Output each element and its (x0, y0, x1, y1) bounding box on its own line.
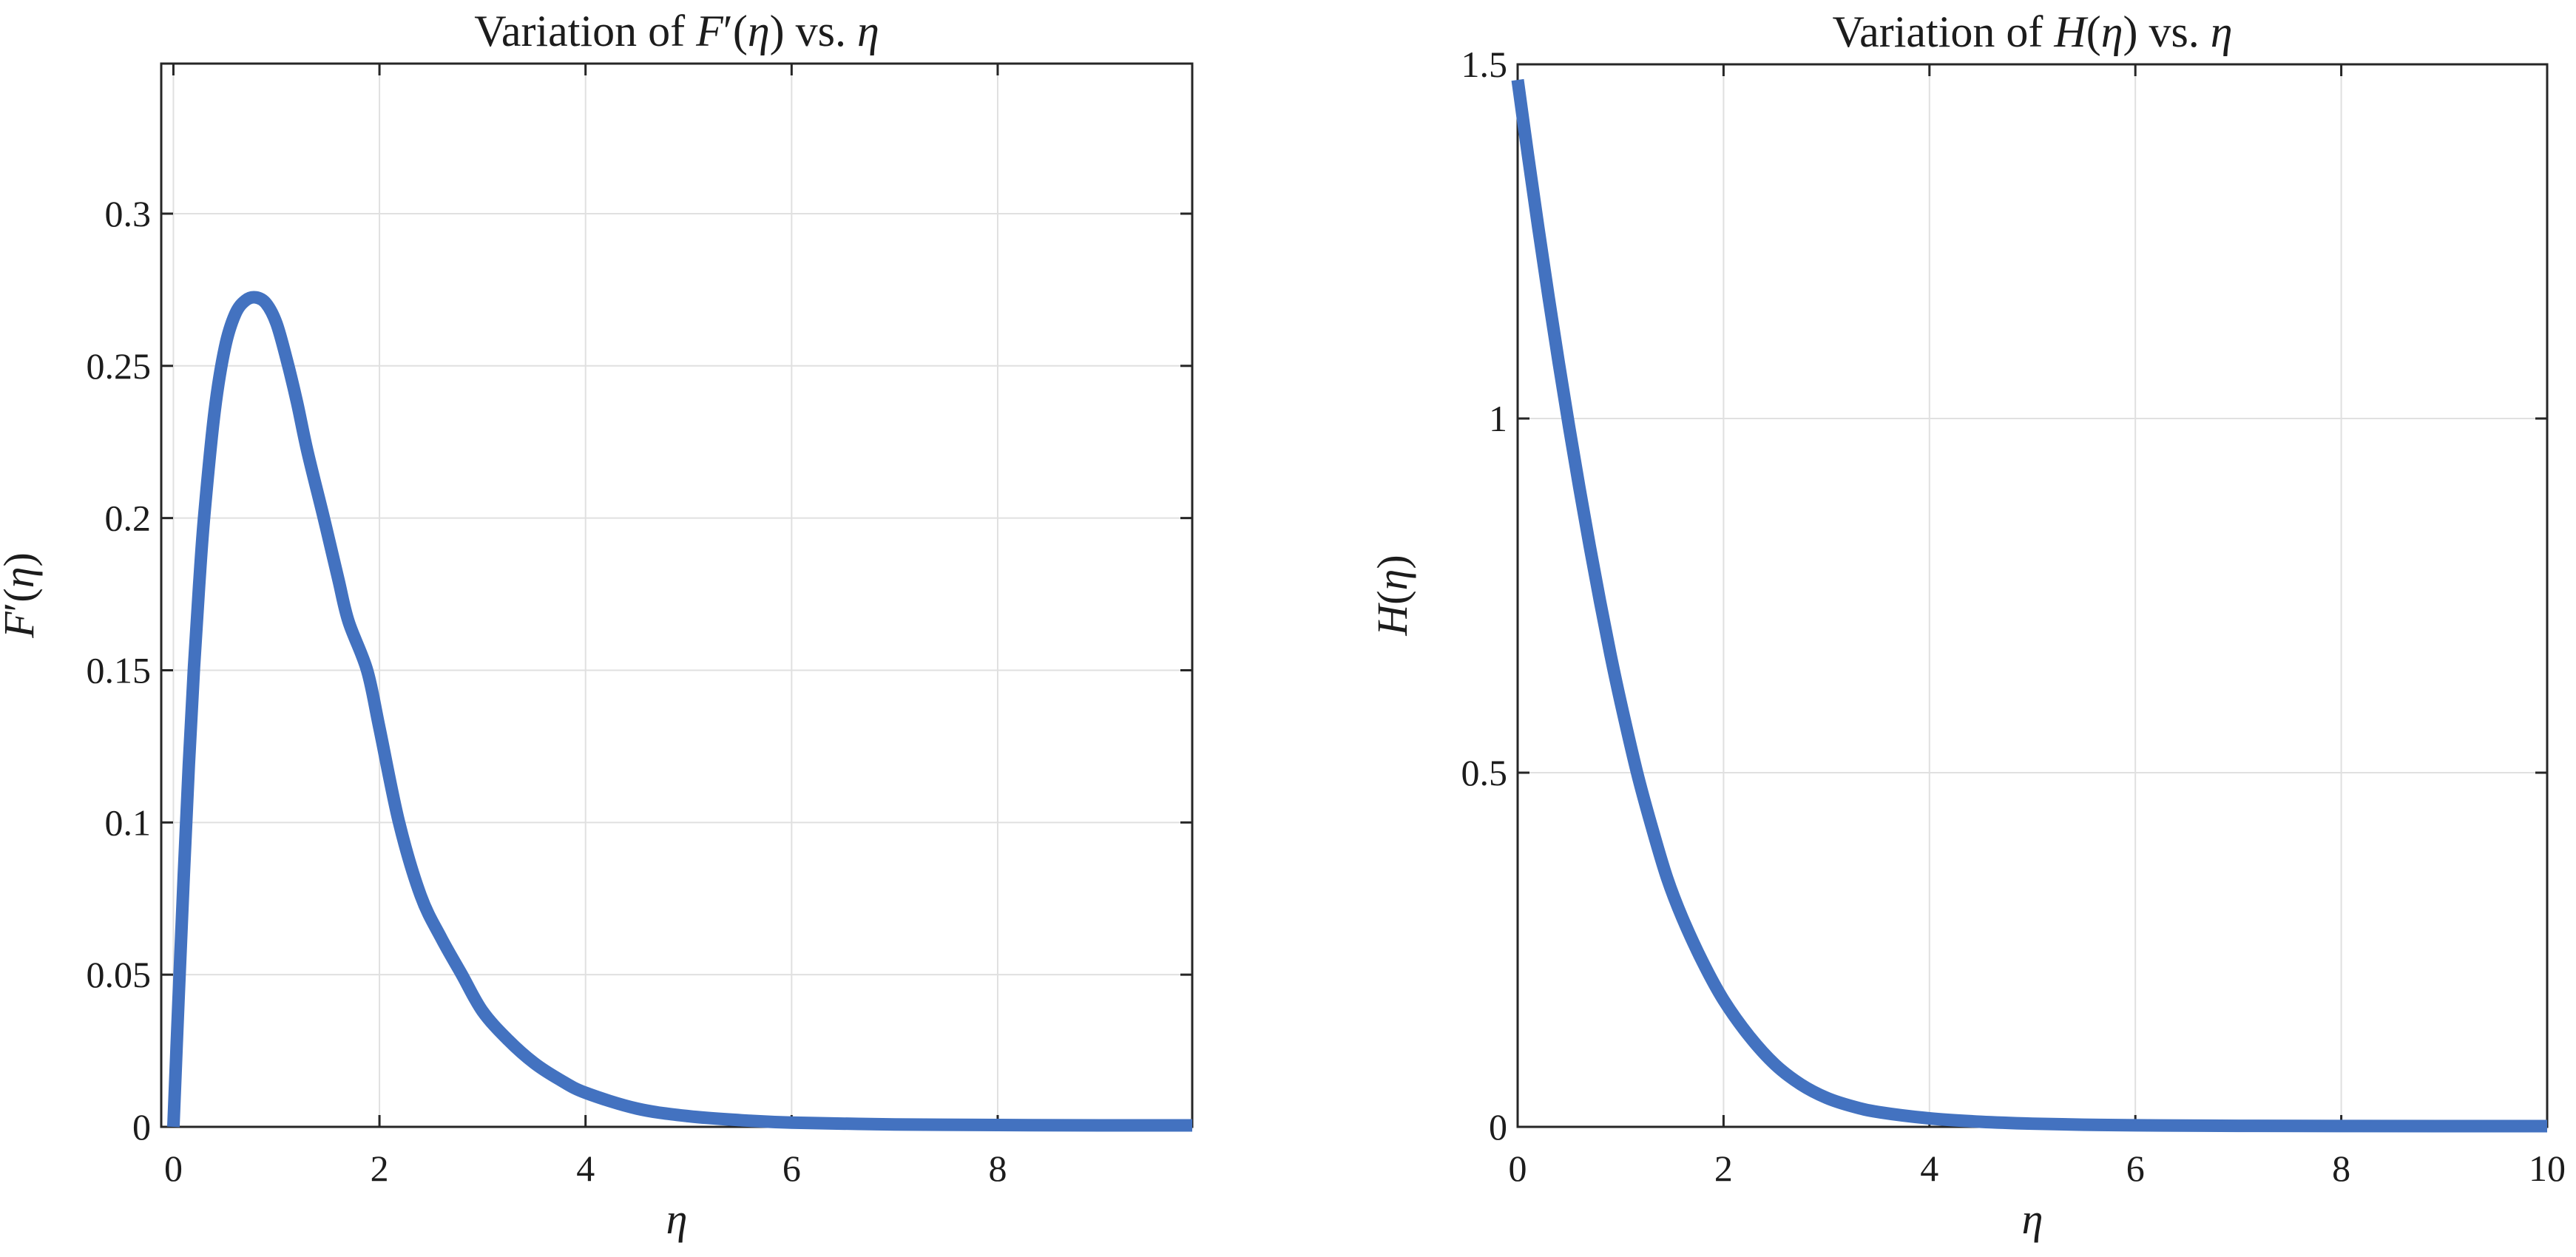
x-tick-label: 4 (576, 1148, 595, 1189)
y-tick-label: 1.5 (1461, 44, 1508, 85)
y-tick-labels: 0 0.5 1 1.5 (1461, 44, 1508, 1148)
y-tick-label: 0 (132, 1106, 151, 1148)
axes-box (1516, 63, 2549, 1128)
y-tick-label: 0.3 (105, 193, 152, 234)
x-axis-label: η (2022, 1195, 2043, 1243)
x-tick-labels: 0 2 4 6 8 (164, 1148, 1007, 1189)
y-tick-label: 0.2 (105, 498, 152, 539)
curve-fprime (166, 291, 1193, 1132)
x-tick-labels: 0 2 4 6 8 10 (1509, 1148, 2566, 1189)
plot-title: Variation of F′(η) vs. η (474, 7, 879, 55)
grid (161, 64, 1192, 1128)
axes-box (160, 62, 1194, 1128)
y-axis-label: H(η) (1368, 555, 1416, 636)
y-tick-label: 0 (1489, 1106, 1507, 1148)
y-tick-label: 1 (1489, 398, 1507, 439)
y-axis-label: F′(η) (0, 552, 43, 639)
x-tick-label: 8 (988, 1148, 1007, 1189)
x-tick-label: 4 (1920, 1148, 1938, 1189)
tick-marks (161, 64, 1192, 1128)
x-tick-label: 2 (371, 1148, 389, 1189)
x-tick-label: 10 (2529, 1148, 2566, 1189)
x-tick-label: 0 (164, 1148, 183, 1189)
curve-h (1511, 78, 2548, 1133)
x-tick-label: 0 (1509, 1148, 1527, 1189)
tick-marks (1516, 63, 2549, 1128)
x-tick-label: 6 (782, 1148, 801, 1189)
x-tick-label: 8 (2332, 1148, 2350, 1189)
plot-h: 0 2 4 6 8 10 0 0.5 1 1.5 Variation of H(η) vs. η η H… (1368, 7, 2566, 1243)
y-tick-label: 0.15 (87, 649, 152, 691)
x-axis-label: η (666, 1195, 688, 1243)
y-tick-label: 0.1 (105, 802, 152, 843)
y-tick-labels: 0 0.05 0.1 0.15 0.2 0.25 0.3 (87, 193, 152, 1148)
x-tick-label: 6 (2126, 1148, 2145, 1189)
grid (1517, 64, 2548, 1128)
x-tick-label: 2 (1714, 1148, 1733, 1189)
plot-fprime: 0 2 4 6 8 0 0.05 0.1 0.15 0.2 0.25 0.3 Variation of … (0, 7, 1194, 1243)
y-tick-label: 0.05 (87, 954, 152, 995)
y-tick-label: 0.5 (1461, 752, 1508, 793)
plot-title: Variation of H(η) vs. η (1832, 7, 2232, 56)
y-tick-label: 0.25 (87, 345, 152, 387)
